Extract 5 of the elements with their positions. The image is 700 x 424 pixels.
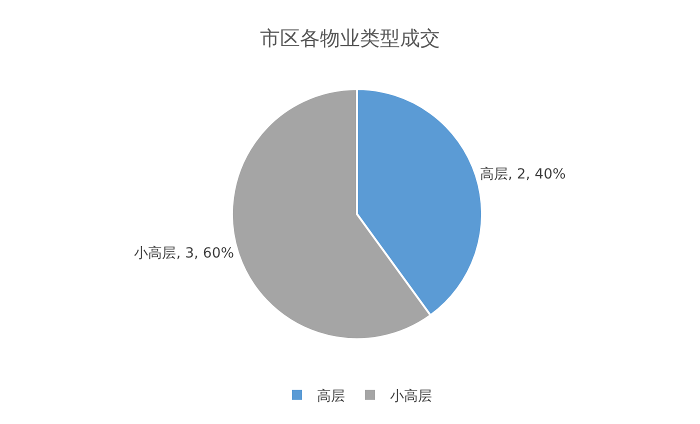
legend-label: 高层 xyxy=(317,388,345,404)
data-label: 高层, 2, 40% xyxy=(480,166,566,183)
chart-title: 市区各物业类型成交 xyxy=(260,26,440,50)
legend-label: 小高层 xyxy=(390,388,432,404)
data-label: 小高层, 3, 60% xyxy=(134,246,234,262)
